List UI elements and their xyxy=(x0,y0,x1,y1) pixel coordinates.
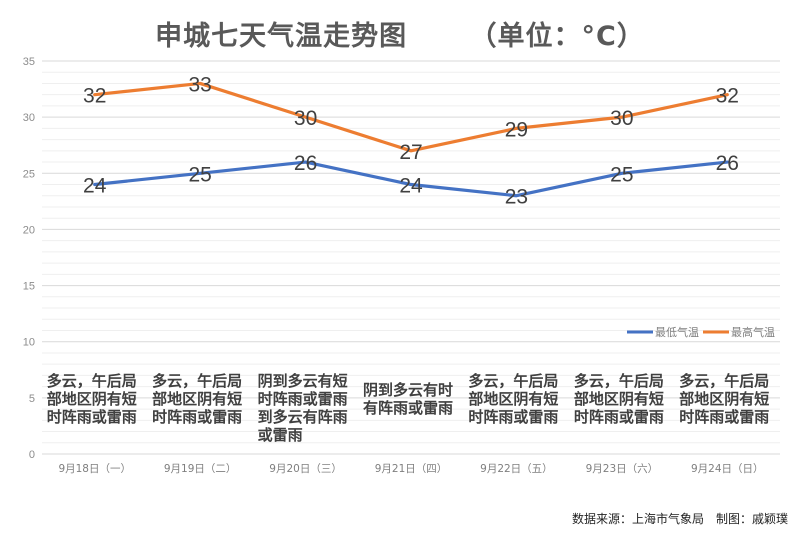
weather-line: 部地区阴有短 xyxy=(573,390,664,408)
weather-line: 时阵雨或雷雨 xyxy=(152,408,243,426)
y-tick-label: 35 xyxy=(23,56,35,68)
weather-description: 多云，午后局 部地区阴有短 时阵雨或雷雨 xyxy=(47,372,147,426)
x-category-label: 9月21日（四） xyxy=(375,463,448,475)
x-category-label: 9月18日（一） xyxy=(58,463,131,475)
y-tick-label: 0 xyxy=(29,449,35,461)
data-label: 32 xyxy=(716,85,739,108)
y-tick-label: 25 xyxy=(23,168,35,180)
y-tick-label: 30 xyxy=(23,112,35,124)
weather-line: 多云，午后局 xyxy=(573,372,664,390)
y-tick-label: 20 xyxy=(23,224,35,236)
weather-description: 阴到多云有短 时阵雨或雷雨 到多云有阵雨 或雷雨 xyxy=(258,372,358,444)
weather-line: 有阵雨或雷雨 xyxy=(363,399,454,417)
weather-description: 多云，午后局 部地区阴有短 时阵雨或雷雨 xyxy=(679,372,779,426)
chart-unit: （单位：°C） xyxy=(469,21,645,52)
x-category-label: 9月19日（二） xyxy=(164,463,237,475)
data-label: 26 xyxy=(294,152,317,175)
data-label: 24 xyxy=(399,175,423,198)
legend-label: 最低气温 xyxy=(655,325,699,339)
data-label: 32 xyxy=(83,85,106,108)
weather-line: 时阵雨或雷雨 xyxy=(679,408,770,426)
weather-line: 时阵雨或雷雨 xyxy=(46,408,137,426)
weather-line: 或雷雨 xyxy=(257,426,303,444)
weather-line: 部地区阴有短 xyxy=(152,390,243,408)
weather-line: 时阵雨或雷雨 xyxy=(257,390,348,408)
weather-description: 多云，午后局 部地区阴有短 时阵雨或雷雨 xyxy=(574,372,674,426)
data-label: 30 xyxy=(294,107,317,130)
weather-line: 部地区阴有短 xyxy=(679,390,770,408)
weather-line: 时阵雨或雷雨 xyxy=(573,408,664,426)
x-category-label: 9月24日（日） xyxy=(691,463,764,475)
weather-line: 阴到多云有短 xyxy=(257,372,348,390)
data-label: 27 xyxy=(399,141,422,164)
weather-description: 阴到多云有时 有阵雨或雷雨 xyxy=(363,381,463,417)
chart-title: 申城七天气温走势图 （单位：°C） xyxy=(0,14,800,53)
data-label: 30 xyxy=(610,107,633,130)
data-label: 33 xyxy=(188,73,211,96)
y-tick-label: 10 xyxy=(23,337,35,349)
weather-description: 多云，午后局 部地区阴有短 时阵雨或雷雨 xyxy=(152,372,252,426)
data-label: 23 xyxy=(505,186,528,209)
weather-description: 多云，午后局 部地区阴有短 时阵雨或雷雨 xyxy=(468,372,568,426)
data-label: 25 xyxy=(610,163,633,186)
data-label: 25 xyxy=(188,163,211,186)
data-label: 24 xyxy=(83,175,107,198)
weather-line: 到多云有阵雨 xyxy=(257,408,348,426)
weather-line: 多云，午后局 xyxy=(679,372,770,390)
data-label: 29 xyxy=(505,118,528,141)
weather-line: 部地区阴有短 xyxy=(468,390,559,408)
weather-line: 时阵雨或雷雨 xyxy=(468,408,559,426)
legend-label: 最高气温 xyxy=(731,325,775,339)
weather-line: 多云，午后局 xyxy=(468,372,559,390)
x-category-label: 9月22日（五） xyxy=(480,463,553,475)
y-tick-label: 5 xyxy=(29,393,35,405)
chart-title-text: 申城七天气温走势图 xyxy=(155,21,408,52)
weather-line: 阴到多云有时 xyxy=(363,381,454,399)
x-category-label: 9月23日（六） xyxy=(586,463,659,475)
y-tick-label: 15 xyxy=(23,281,35,293)
data-source: 数据来源：上海市气象局 制图：戚颖璞 xyxy=(571,512,788,526)
weather-line: 多云，午后局 xyxy=(46,372,137,390)
weather-line: 部地区阴有短 xyxy=(46,390,137,408)
weather-line: 多云，午后局 xyxy=(152,372,243,390)
data-label: 26 xyxy=(716,152,739,175)
x-category-label: 9月20日（三） xyxy=(269,463,342,475)
